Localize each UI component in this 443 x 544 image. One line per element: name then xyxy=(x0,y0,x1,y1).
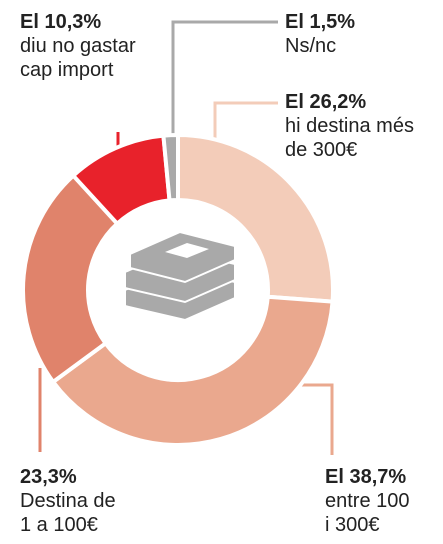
category-label: Ns/nc xyxy=(285,35,337,57)
books-icon xyxy=(124,230,236,322)
slice-label: El 38,7% entre 100 i 300€ xyxy=(325,465,417,537)
slice-label: El 10,3% diu no gastar cap import xyxy=(20,10,155,82)
donut-slice xyxy=(21,172,121,385)
leader-lines xyxy=(38,20,334,455)
category-label: entre 100 i 300€ xyxy=(325,490,410,536)
leader-line xyxy=(300,383,334,455)
leader-line xyxy=(171,20,278,150)
category-label: Destina de 1 a 100€ xyxy=(20,490,116,536)
slice-label: El 26,2% hi destina més de 300€ xyxy=(285,90,415,162)
slice-label: 23,3% Destina de 1 a 100€ xyxy=(20,465,128,537)
value-label: El 26,2% xyxy=(285,91,367,113)
category-label: hi destina més de 300€ xyxy=(285,115,414,161)
value-label: El 10,3% xyxy=(20,11,102,33)
donut-slice xyxy=(176,132,335,304)
value-label: 23,3% xyxy=(20,466,77,488)
donut-slice xyxy=(161,132,180,203)
slice-label: El 1,5% Ns/nc xyxy=(285,10,415,58)
donut-slice xyxy=(50,294,335,447)
value-label: El 38,7% xyxy=(325,466,407,488)
category-label: diu no gastar cap import xyxy=(20,35,136,81)
value-label: El 1,5% xyxy=(285,11,356,33)
